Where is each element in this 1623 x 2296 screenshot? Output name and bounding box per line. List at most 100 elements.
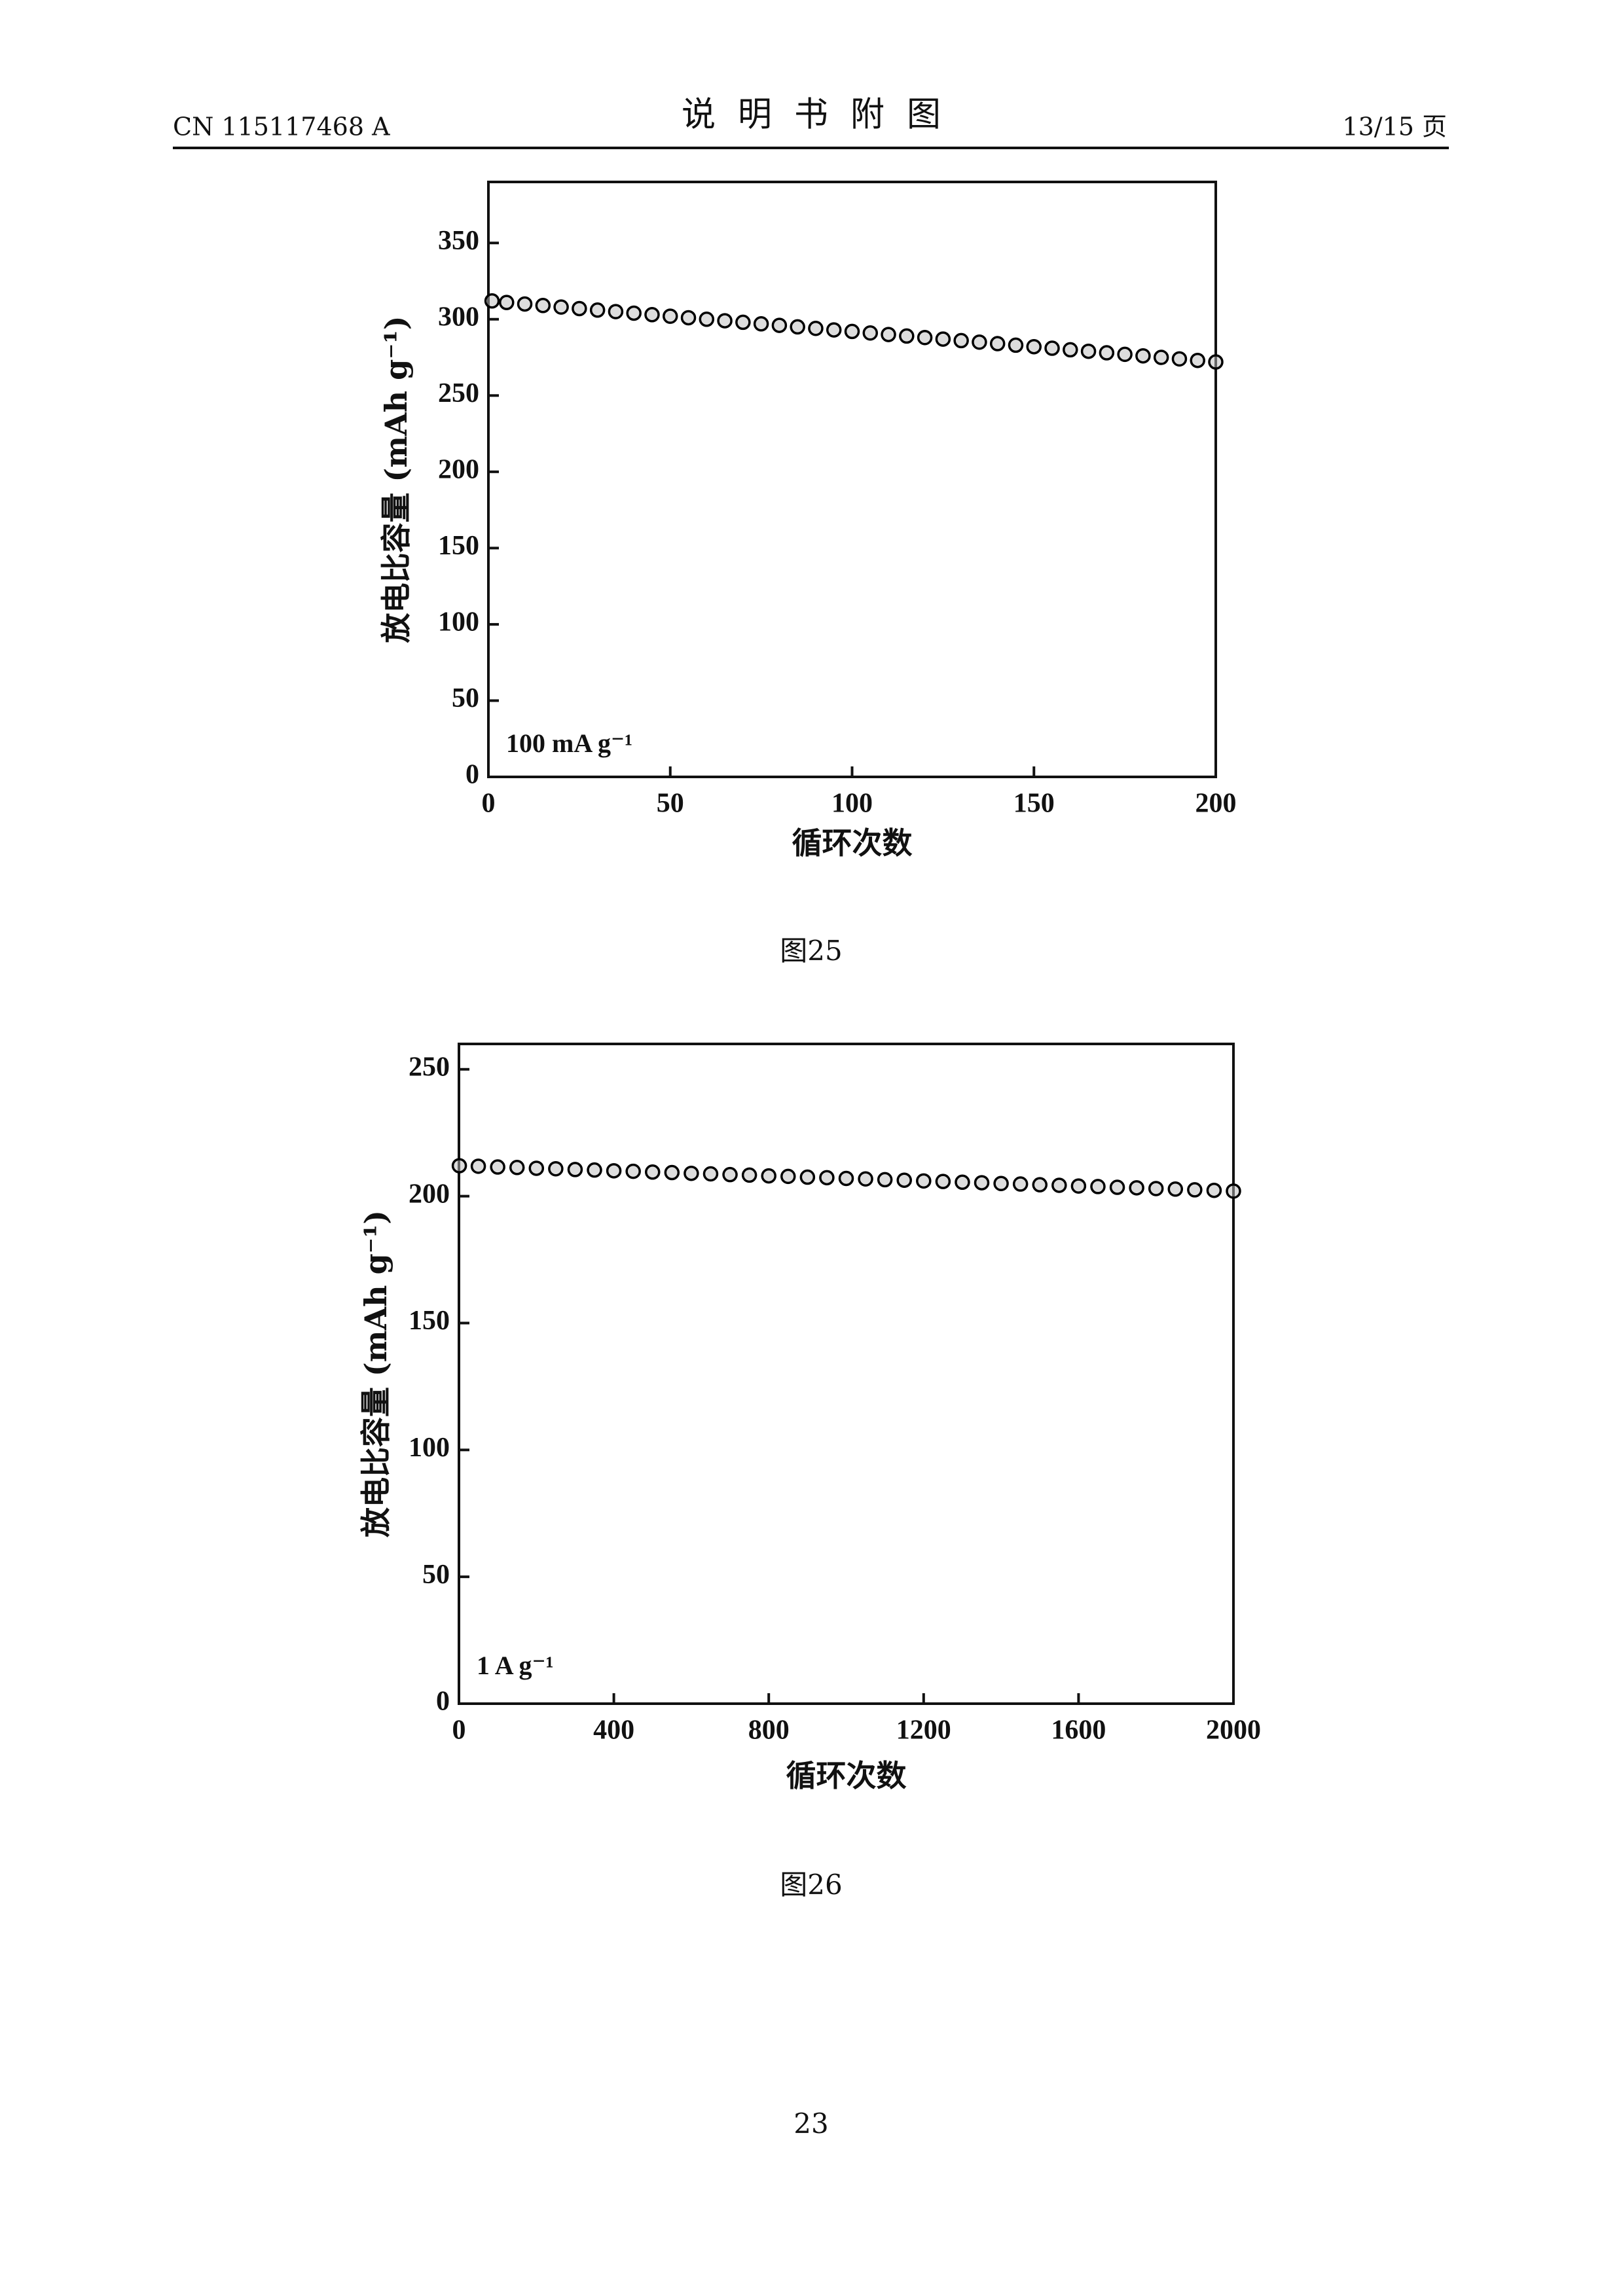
x-tick-label: 1600	[1051, 1715, 1106, 1746]
data-point	[735, 314, 751, 331]
data-point	[535, 298, 551, 314]
data-point	[935, 331, 951, 347]
data-point	[917, 329, 933, 346]
data-point	[741, 1167, 757, 1183]
data-point	[1051, 1177, 1067, 1193]
header-left: CN 115117468 A	[173, 113, 390, 141]
data-point	[844, 323, 860, 340]
x-tick-label: 2000	[1206, 1715, 1261, 1746]
data-point	[722, 1166, 738, 1183]
data-point	[935, 1174, 951, 1189]
data-point	[1070, 1178, 1087, 1194]
data-point	[753, 316, 769, 332]
data-point	[1208, 354, 1224, 370]
data-point	[608, 304, 624, 319]
caption: 图25	[780, 935, 842, 967]
data-point	[826, 322, 842, 338]
data-point	[509, 1160, 525, 1175]
data-point	[589, 302, 606, 318]
data-point	[862, 325, 879, 341]
y-tick-label: 250	[409, 1052, 450, 1082]
x-tick-label: 400	[593, 1715, 634, 1746]
data-point	[528, 1160, 545, 1176]
y-tick-label: 100	[438, 607, 479, 637]
data-point	[1026, 338, 1042, 355]
data-point	[989, 336, 1006, 351]
data-point	[1090, 1179, 1106, 1194]
data-point	[896, 1172, 912, 1188]
y-tick-label: 200	[409, 1179, 450, 1209]
data-point	[1099, 345, 1115, 361]
data-point	[484, 293, 500, 309]
y-tick-label: 50	[422, 1560, 450, 1590]
data-point	[819, 1170, 835, 1186]
data-point	[626, 305, 642, 321]
plot-frame	[458, 1043, 1235, 1705]
data-point	[1226, 1183, 1241, 1199]
data-point	[1117, 346, 1133, 363]
data-point	[517, 296, 533, 312]
data-point	[553, 299, 569, 315]
data-point	[645, 1164, 661, 1180]
data-point	[1044, 340, 1060, 356]
data-point	[499, 295, 515, 310]
data-point	[548, 1160, 564, 1177]
data-point	[799, 1169, 816, 1185]
x-tick-label: 200	[1195, 789, 1237, 819]
y-tick-label: 0	[465, 760, 479, 790]
y-tick-label: 100	[409, 1433, 450, 1463]
x-tick-label: 150	[1013, 789, 1055, 819]
y-tick-label: 200	[438, 454, 479, 484]
x-tick-label: 0	[482, 789, 496, 819]
y-tick-label: 300	[438, 302, 479, 332]
y-axis-label: 放电比容量 (mAh g⁻¹)	[378, 316, 414, 643]
y-tick-label: 250	[438, 378, 479, 408]
x-tick-label: 1200	[896, 1715, 951, 1746]
data-point	[1206, 1182, 1222, 1198]
data-point	[780, 1168, 796, 1185]
data-point	[451, 1158, 467, 1174]
header-right: 13/15 页	[1342, 113, 1447, 141]
data-point	[684, 1165, 699, 1181]
data-point	[1080, 343, 1097, 359]
annotation: 100 mA g⁻¹	[506, 728, 632, 758]
data-point	[470, 1158, 486, 1174]
data-point	[644, 307, 660, 323]
data-point	[572, 300, 587, 317]
data-point	[1032, 1177, 1048, 1193]
x-tick-label: 0	[452, 1715, 466, 1746]
x-tick-label: 50	[657, 789, 684, 819]
data-point	[587, 1162, 602, 1178]
data-point	[606, 1163, 622, 1179]
data-point	[702, 1166, 719, 1182]
data-point	[1148, 1181, 1164, 1196]
x-axis-label: 循环次数	[786, 1758, 907, 1793]
data-point	[881, 327, 896, 342]
data-point	[790, 319, 805, 335]
data-point	[1153, 350, 1169, 365]
data-point	[972, 334, 987, 350]
data-point	[953, 332, 969, 349]
data-point	[761, 1168, 776, 1184]
y-axis-label: 放电比容量 (mAh g⁻¹)	[358, 1210, 393, 1537]
y-tick-label: 150	[409, 1306, 450, 1336]
data-point	[1129, 1180, 1144, 1196]
x-tick-label: 800	[748, 1715, 790, 1746]
data-point	[955, 1174, 970, 1191]
data-point	[664, 1164, 680, 1181]
data-point	[1171, 351, 1188, 367]
data-point	[717, 313, 733, 329]
header-title: 说明书附图	[682, 96, 963, 135]
x-axis-label: 循环次数	[792, 825, 913, 861]
data-point	[1008, 337, 1024, 353]
data-point	[916, 1173, 932, 1189]
data-point	[877, 1172, 893, 1188]
data-point	[1012, 1176, 1029, 1192]
data-point	[808, 321, 824, 336]
data-point	[680, 310, 697, 326]
data-point	[838, 1170, 854, 1187]
data-point	[1190, 352, 1205, 368]
data-point	[1167, 1181, 1184, 1197]
data-point	[771, 317, 788, 333]
